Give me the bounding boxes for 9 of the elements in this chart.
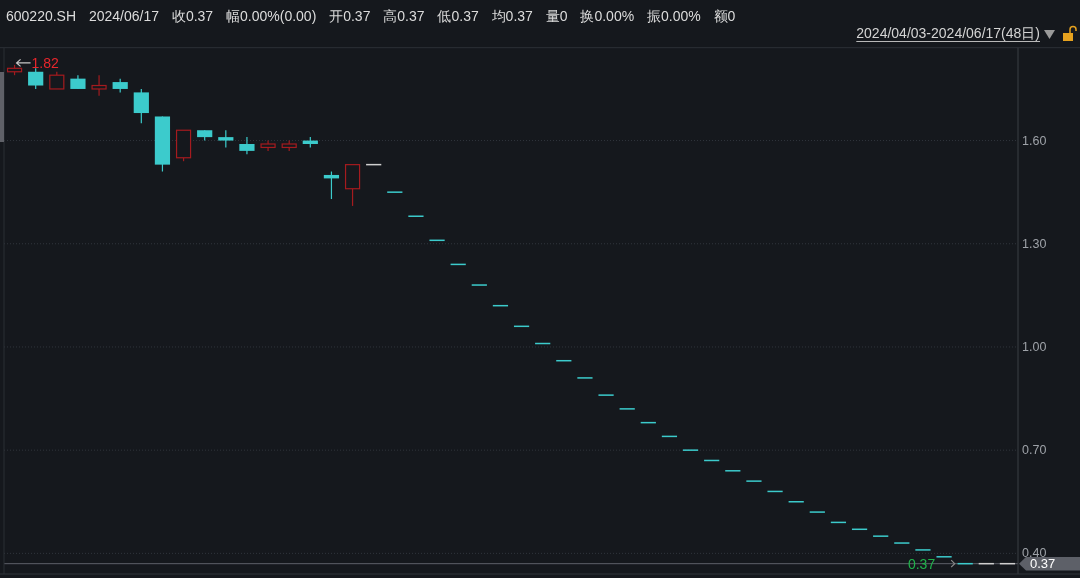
y-tick: 0.70 — [1022, 443, 1047, 458]
y-tick: 1.00 — [1022, 339, 1047, 354]
annotation-max-text: 1.82 — [31, 54, 59, 71]
title: 600220.SH 2024/06/17 收0.37 幅0.00%(0.00) 开0.37 高0.37 低0.37 均0.37 量0 换0.00% 振0.00% 额0 — [6, 8, 736, 24]
annotation-min-text: 0.37 — [907, 555, 936, 572]
subtitle: 2024/04/03-2024/06/17(48日) — [856, 25, 1040, 41]
y-tick: 1.60 — [1022, 133, 1047, 148]
ref-label: 0.37 — [1030, 556, 1056, 572]
y-tick: 1.30 — [1022, 236, 1047, 251]
